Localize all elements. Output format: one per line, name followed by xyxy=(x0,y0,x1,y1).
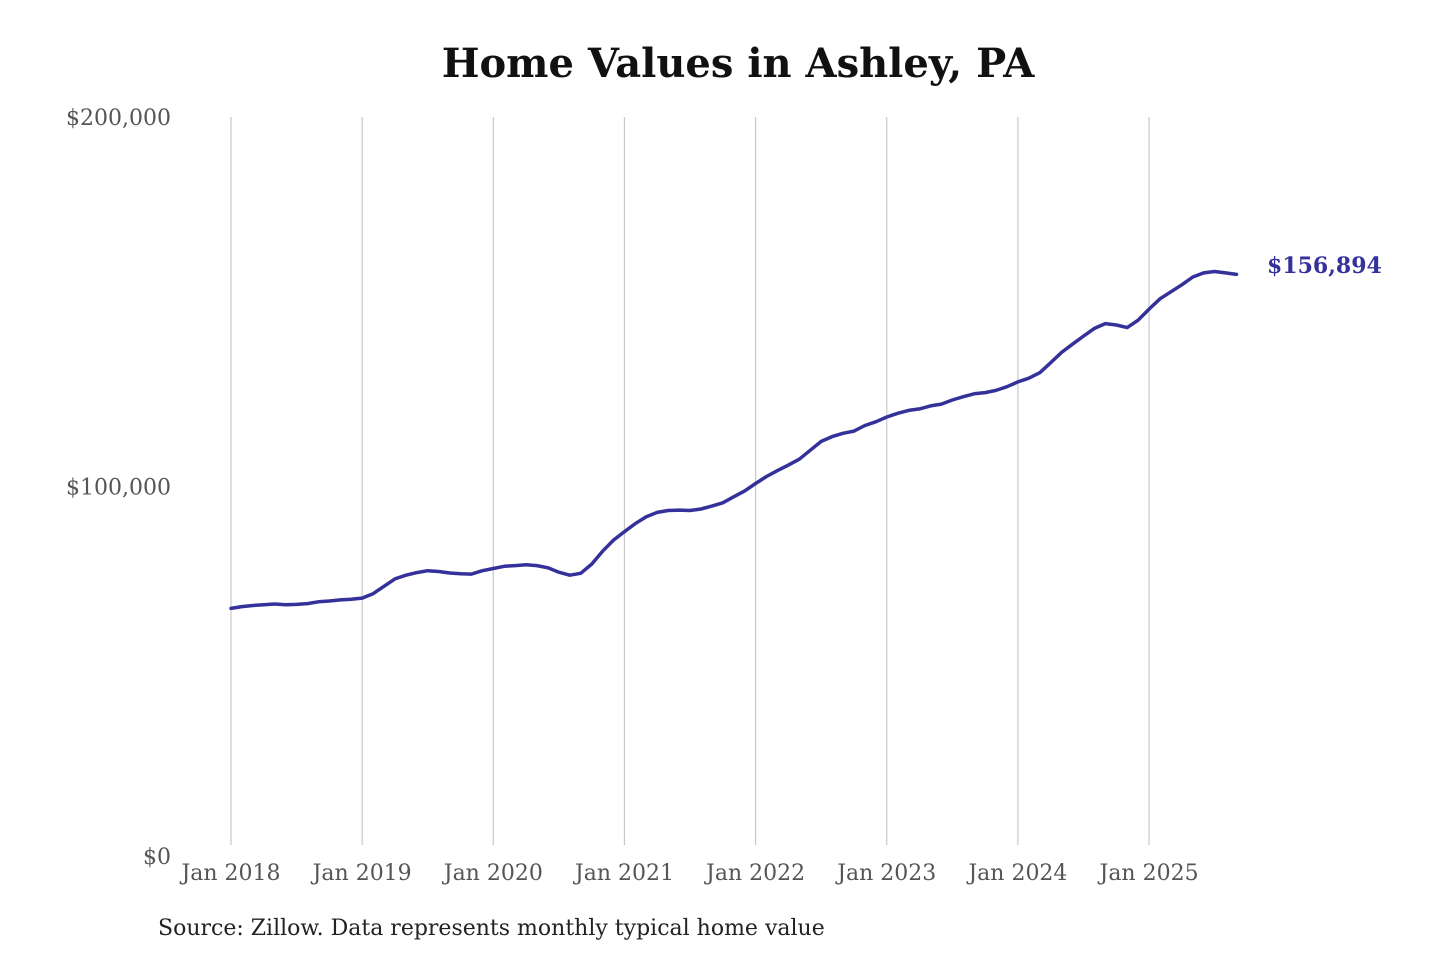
end-value-layer: $156,894 xyxy=(1267,253,1382,279)
chart-title: Home Values in Ashley, PA xyxy=(441,40,1035,87)
source-note: Source: Zillow. Data represents monthly … xyxy=(158,916,825,941)
x-tick-label: Jan 2023 xyxy=(835,861,936,886)
y-tick-label: $200,000 xyxy=(66,106,171,131)
x-axis-ticks: Jan 2018 Jan 2019 Jan 2020 Jan 2021 Jan 2022… xyxy=(179,861,1198,886)
series-layer xyxy=(229,269,1239,611)
x-tick-label: Jan 2018 xyxy=(179,861,280,886)
y-axis-ticks: $0 $100,000 $200,000 xyxy=(66,106,171,870)
y-tick-label: $0 xyxy=(143,845,171,870)
x-tick-label: Jan 2022 xyxy=(704,861,805,886)
end-value-label: $156,894 xyxy=(1267,253,1382,279)
series-line xyxy=(229,269,1239,611)
x-tick-label: Jan 2025 xyxy=(1098,861,1199,886)
gridlines xyxy=(230,117,1150,845)
y-tick-label: $100,000 xyxy=(66,476,171,501)
x-tick-label: Jan 2024 xyxy=(966,861,1067,886)
x-tick-label: Jan 2021 xyxy=(573,861,674,886)
x-tick-label: Jan 2020 xyxy=(442,861,543,886)
x-tick-label: Jan 2019 xyxy=(311,861,412,886)
